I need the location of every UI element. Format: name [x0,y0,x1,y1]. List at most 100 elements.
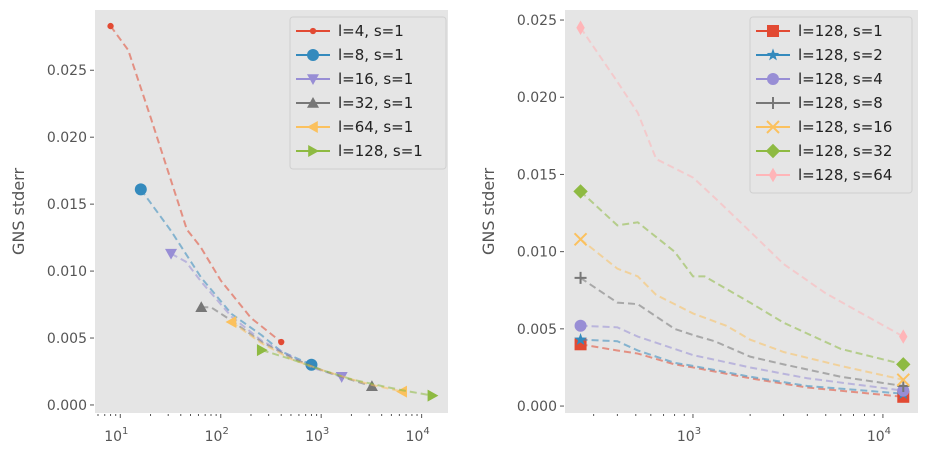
series-line [580,277,904,387]
legend-marker [767,73,779,85]
legend-marker [307,97,319,108]
legend: l=128, s=1 l=128, s=2 l=128, s=4 l=128, s=8… [749,16,913,194]
x-tick-label: 101 [104,426,128,445]
data-point [574,319,587,332]
legend-item: l=32, s=1 [296,94,413,112]
legend-marker [766,120,780,134]
y-tick-label: 0.015 [47,197,87,213]
series-5 [573,232,910,387]
legend-label: l=128, s=2 [798,46,883,64]
series-line [109,25,282,343]
series-4 [574,271,910,392]
series-line [580,324,904,392]
y-tick-label: 0.010 [517,245,557,261]
data-point [573,232,588,247]
x-tick-base: 10 [867,429,885,445]
legend-item: l=4, s=1 [296,22,404,40]
legend-item: l=128, s=1 [296,142,423,160]
legend-item: l=128, s=2 [756,46,883,64]
legend-marker [307,74,319,85]
legend-marker [307,121,318,133]
legend-item: l=128, s=8 [756,94,883,112]
legend-marker [766,48,780,61]
legend-item: l=128, s=64 [756,166,892,184]
x-tick-label: 104 [406,426,430,445]
data-point [134,183,147,196]
legend-label: l=128, s=8 [798,94,883,112]
x-tick-exponent: 2 [222,426,228,437]
series-6 [573,184,911,372]
legend: l=4, s=1 l=8, s=1 l=16, s=1 l=32, s=1 l=64, … [289,16,447,170]
data-point [195,301,208,313]
data-point [256,344,268,357]
x-tick-exponent: 3 [695,426,701,437]
data-point [225,315,237,328]
x-tick-base: 10 [104,429,122,445]
legend-marker [765,143,781,159]
legend-marker [309,27,317,35]
legend-marker [767,25,779,37]
legend-label: l=64, s=1 [338,118,413,136]
series-1 [107,22,285,346]
legend-marker [307,49,319,61]
x-tick-exponent: 4 [423,426,429,437]
x-tick-base: 10 [406,429,424,445]
x-tick-label: 103 [305,426,329,445]
data-point [896,373,910,387]
legend-item: l=16, s=1 [296,70,413,88]
x-tick-label: 103 [677,426,701,445]
y-axis-label: GNS stderr [9,168,28,256]
legend-item: l=128, s=1 [756,22,883,40]
x-tick-exponent: 1 [122,426,128,437]
legend-marker [767,97,779,109]
legend-label: l=16, s=1 [338,70,413,88]
series-line [580,338,904,395]
data-point [278,338,285,346]
data-point [573,184,588,199]
series-line [579,238,904,381]
legend-item: l=64, s=1 [296,118,413,136]
y-tick-label: 0.005 [517,322,557,338]
legend-marker [768,167,778,183]
data-point [427,389,439,402]
data-point [896,357,911,372]
data-point [574,338,587,351]
legend-box [749,16,913,194]
series-line [139,188,312,366]
x-tick-base: 10 [205,429,223,445]
y-tick-label: 0.010 [47,264,87,280]
series-5 [225,315,407,398]
series-6 [256,344,439,402]
legend-label: l=32, s=1 [338,94,413,112]
legend-item: l=8, s=1 [296,46,404,64]
legend-label: l=128, s=64 [798,166,892,184]
legend-label: l=128, s=16 [798,118,892,136]
legend-label: l=128, s=1 [798,22,883,40]
x-tick-label: 102 [205,426,229,445]
legend-item: l=128, s=4 [756,70,883,88]
legend-marker [308,145,319,157]
data-point [396,385,407,398]
data-point [165,248,178,260]
data-point [574,333,587,345]
legend-item: l=128, s=16 [756,118,892,136]
series-line [261,349,433,397]
data-point [899,329,908,344]
legend-label: l=128, s=32 [798,142,892,160]
y-tick-label: 0.025 [517,13,557,29]
y-axis-label: GNS stderr [479,168,498,256]
y-tick-label: 0.020 [47,130,87,146]
series-line [580,343,904,398]
x-tick-base: 10 [677,429,695,445]
y-tick-label: 0.000 [517,399,557,415]
x-tick-exponent: 3 [323,426,329,437]
series-line [579,27,904,338]
legend-label: l=128, s=1 [338,142,423,160]
x-tick-base: 10 [305,429,323,445]
legend-label: l=4, s=1 [338,22,404,40]
legend-label: l=128, s=4 [798,70,883,88]
y-tick-label: 0.015 [517,167,557,183]
